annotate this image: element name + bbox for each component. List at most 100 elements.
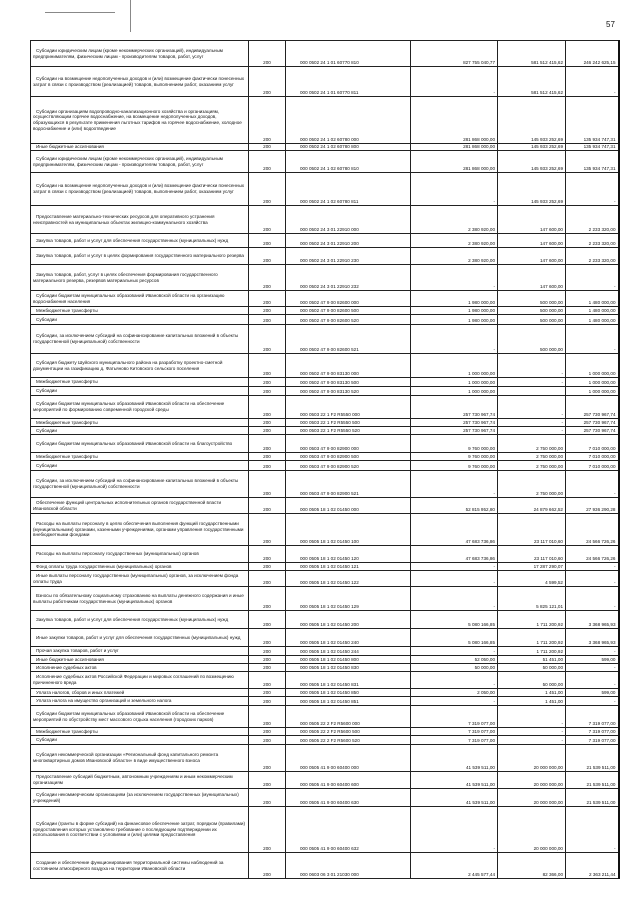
row-name: Субсидии некоммерческим организациям (за… <box>30 788 249 807</box>
row-name: Закупка товаров, работ и услуг для обесп… <box>30 610 249 629</box>
row-code: 200 <box>248 646 286 656</box>
row-approved-amount: 2 380 920,00 <box>410 247 498 265</box>
row-code: 200 <box>248 96 286 144</box>
row-approved-amount: 52 815 952,80 <box>410 497 498 514</box>
row-executed-amount: - <box>497 377 566 387</box>
row-approved-amount: 9 760 000,00 <box>410 452 498 461</box>
row-approved-amount: 7 319 077,00 <box>410 705 498 728</box>
row-approved-amount: 1 980 000,00 <box>410 306 498 315</box>
table-row: Субсидии (гранты в форме субсидий) на фи… <box>30 806 620 853</box>
row-executed-amount: 147 600,00 <box>497 233 566 248</box>
row-executed-amount: - <box>497 418 566 427</box>
row-code: 200 <box>248 570 286 587</box>
row-remaining-amount: 21 539 511,00 <box>565 771 620 789</box>
row-executed-amount: 2 750 000,00 <box>497 470 566 498</box>
row-remaining-amount: 1 480 000,00 <box>565 314 620 325</box>
row-budget-classification-code: 000 0503 47 9 00 82900 520 <box>285 460 411 471</box>
row-executed-amount: 1 451,00 <box>497 696 566 706</box>
row-remaining-amount: 599,00 <box>565 688 620 697</box>
row-name: Межбюджетные трансферты <box>30 452 249 461</box>
table-row: Иные закупки товаров, работ и услуг для … <box>30 628 620 647</box>
row-approved-amount: 1 000 000,00 <box>410 353 498 378</box>
row-approved-amount: 7 319 077,00 <box>410 727 498 736</box>
row-code: 200 <box>248 663 286 672</box>
row-remaining-amount: 3 368 965,93 <box>565 628 620 647</box>
row-name: Фонд оплаты труда государственных (муниц… <box>30 562 249 571</box>
row-approved-amount: 1 000 000,00 <box>410 386 498 396</box>
row-name: Обеспечение функций центральных исполнит… <box>30 497 249 514</box>
row-executed-amount: 17 287 290,07 <box>497 562 566 571</box>
row-remaining-amount: 2 233 320,00 <box>565 247 620 265</box>
row-remaining-amount: 1 000 000,00 <box>565 386 620 396</box>
row-code: 200 <box>248 562 286 571</box>
row-executed-amount: - <box>497 705 566 728</box>
row-name: Прочая закупка товаров, работ и услуг <box>30 646 249 656</box>
row-budget-classification-code: 000 0505 18 1 02 01450 240 <box>285 628 411 647</box>
row-code: 200 <box>248 497 286 514</box>
row-remaining-amount: 3 368 965,93 <box>565 610 620 629</box>
row-budget-classification-code: 000 0505 41 9 00 60400 632 <box>285 806 411 853</box>
budget-table: Субсидии юридическим лицам (кроме некомм… <box>30 40 620 879</box>
row-remaining-amount: 27 936 290,28 <box>565 497 620 514</box>
row-remaining-amount: 24 566 726,26 <box>565 545 620 563</box>
row-approved-amount: - <box>410 324 498 354</box>
row-name: Закупка товаров, работ и услуг для обесп… <box>30 233 249 248</box>
row-code: 200 <box>248 586 286 611</box>
row-budget-classification-code: 000 0502 47 9 00 82600 500 <box>285 306 411 315</box>
row-code: 200 <box>248 40 286 67</box>
row-code: 200 <box>248 771 286 789</box>
row-name: Исполнение судебных актов <box>30 663 249 672</box>
row-name: Закупка товаров, работ и услуг в целях ф… <box>30 247 249 265</box>
row-approved-amount: - <box>410 696 498 706</box>
row-budget-classification-code: 000 0505 41 9 00 60400 000 <box>285 744 411 772</box>
row-code: 200 <box>248 306 286 315</box>
row-executed-amount: 145 933 252,69 <box>497 96 566 144</box>
row-approved-amount: - <box>410 66 498 97</box>
table-row: Уплата налогов, сборов и иных платежей 20… <box>30 688 620 697</box>
row-name: Уплата налогов, сборов и иных платежей <box>30 688 249 697</box>
row-approved-amount: 1 980 000,00 <box>410 314 498 325</box>
row-name: Субсидии <box>30 426 249 435</box>
row-executed-amount: 145 933 252,69 <box>497 172 566 206</box>
row-remaining-amount: - <box>565 470 620 498</box>
table-row: Закупка товаров, работ и услуг для обесп… <box>30 233 620 248</box>
row-code: 200 <box>248 434 286 453</box>
row-remaining-amount: 1 480 000,00 <box>565 306 620 315</box>
row-budget-classification-code: 000 0503 47 9 00 82900 500 <box>285 452 411 461</box>
row-budget-classification-code: 000 0505 22 2 F2 R5600 500 <box>285 727 411 736</box>
table-row: Субсидии 200 000 0503 22 1 F2 R5550 520 257… <box>30 426 620 435</box>
row-approved-amount: 281 868 000,00 <box>410 150 498 173</box>
row-approved-amount: 281 868 000,00 <box>410 143 498 151</box>
row-code: 200 <box>248 452 286 461</box>
row-budget-classification-code: 000 0502 24 3 01 22910 230 <box>285 247 411 265</box>
row-code: 200 <box>248 744 286 772</box>
row-budget-classification-code: 000 0502 47 9 00 82600 520 <box>285 314 411 325</box>
row-remaining-amount: 257 730 967,74 <box>565 418 620 427</box>
row-name: Субсидии юридическим лицам (кроме некомм… <box>30 40 249 67</box>
row-approved-amount: - <box>410 570 498 587</box>
row-executed-amount: 51 451,00 <box>497 655 566 664</box>
row-approved-amount: 9 760 000,00 <box>410 434 498 453</box>
row-remaining-amount: 599,00 <box>565 655 620 664</box>
table-row: Межбюджетные трансферты 200 000 0502 47 9 … <box>30 306 620 315</box>
row-remaining-amount: 7 319 077,00 <box>565 727 620 736</box>
row-code: 200 <box>248 150 286 173</box>
row-approved-amount: 47 683 736,86 <box>410 513 498 546</box>
row-executed-amount: 1 711 200,92 <box>497 610 566 629</box>
row-approved-amount: - <box>410 806 498 853</box>
row-budget-classification-code: 000 0502 47 9 00 82600 521 <box>285 324 411 354</box>
row-approved-amount: - <box>410 671 498 689</box>
row-remaining-amount: 7 319 077,00 <box>565 735 620 745</box>
row-approved-amount: - <box>410 586 498 611</box>
row-name: Субсидии юридическим лицам (кроме некомм… <box>30 150 249 173</box>
row-executed-amount: 1 711 200,92 <box>497 646 566 656</box>
row-executed-amount: 4 599,52 <box>497 570 566 587</box>
row-remaining-amount: 7 319 077,00 <box>565 705 620 728</box>
row-remaining-amount: 21 539 511,00 <box>565 788 620 807</box>
row-name: Субсидии бюджетам муниципальных образова… <box>30 705 249 728</box>
row-code: 200 <box>248 705 286 728</box>
row-budget-classification-code: 000 0505 22 2 F2 R5600 520 <box>285 735 411 745</box>
row-approved-amount: 827 755 040,77 <box>410 40 498 67</box>
row-executed-amount: 1 451,00 <box>497 688 566 697</box>
row-executed-amount: 20 000 000,00 <box>497 806 566 853</box>
